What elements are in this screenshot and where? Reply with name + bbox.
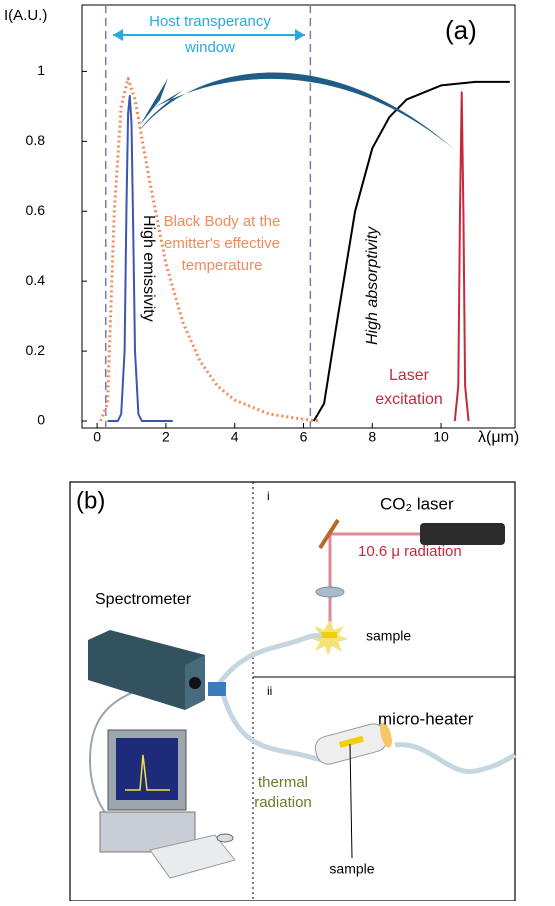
annotation: excitation [375, 391, 443, 408]
plot-frame [81, 4, 516, 429]
lens [315, 586, 345, 598]
panel-label: (a) [445, 15, 477, 45]
y-tick-label: 0.8 [26, 132, 46, 148]
part-label: ii [267, 684, 272, 698]
radiation-label: 10.6 μ radiation [358, 543, 462, 560]
x-tick-label: 10 [433, 429, 449, 445]
x-tick-label: 8 [368, 429, 376, 445]
keyboard [149, 834, 236, 879]
thermal-label: radiation [254, 794, 312, 811]
x-tick-label: 6 [300, 429, 308, 445]
spectrometer-label: Spectrometer [95, 591, 192, 608]
y-axis-label: I(A.U.) [4, 7, 47, 24]
series-line [99, 76, 321, 423]
thermal-label: thermal [258, 774, 308, 791]
heater-label: micro-heater [378, 709, 474, 728]
heater-sample [339, 735, 364, 748]
mouse [216, 833, 234, 843]
sample [321, 632, 337, 638]
y-tick-label: 0 [37, 412, 45, 428]
heater-end [380, 722, 392, 748]
x-tick-label: 4 [231, 429, 239, 445]
y-tick-label: 0.6 [26, 202, 46, 218]
connector [208, 682, 226, 696]
annotation: Laser [389, 367, 430, 384]
annotation: High emissivity [140, 215, 157, 322]
annotation: Host transperancy [149, 13, 271, 30]
fiber [394, 742, 517, 775]
diagram-labels: (b) i ii CO₂ laser 10.6 μ radiation samp… [76, 487, 474, 876]
spectrometer [88, 630, 205, 710]
sample-label: sample [329, 861, 374, 877]
panel-label: (b) [76, 487, 105, 514]
x-axis-label: λ(μm) [478, 429, 519, 446]
plot: 00.20.40.60.810 2 4 6 8 10I(A.U.)λ(μm)(a)Host… [4, 5, 519, 446]
fiber [219, 689, 321, 763]
series-line [107, 94, 173, 422]
annotation: High absorptivity [364, 226, 381, 345]
laser-body [420, 523, 505, 545]
x-tick-label: 2 [162, 429, 170, 445]
annotation: Black Body at the [164, 213, 281, 230]
arrow [140, 72, 455, 150]
laser-label: CO₂ laser [380, 494, 454, 513]
annotation: temperature [182, 257, 263, 274]
y-tick-label: 1 [37, 62, 45, 78]
annotation: window [184, 39, 235, 56]
y-tick-label: 0.4 [26, 272, 46, 288]
sample-label: sample [366, 628, 411, 644]
mirror [318, 518, 340, 550]
x-tick-label: 0 [93, 429, 101, 445]
arrow-head [140, 78, 168, 125]
pointer [349, 743, 353, 859]
series-line [312, 80, 510, 422]
fiber [212, 633, 323, 692]
series-line [453, 91, 470, 422]
y-tick-label: 0.2 [26, 342, 46, 358]
part-label: i [267, 489, 270, 503]
port [189, 677, 201, 689]
annotation: emitter's effective [164, 235, 280, 252]
screen-plot [125, 754, 170, 791]
